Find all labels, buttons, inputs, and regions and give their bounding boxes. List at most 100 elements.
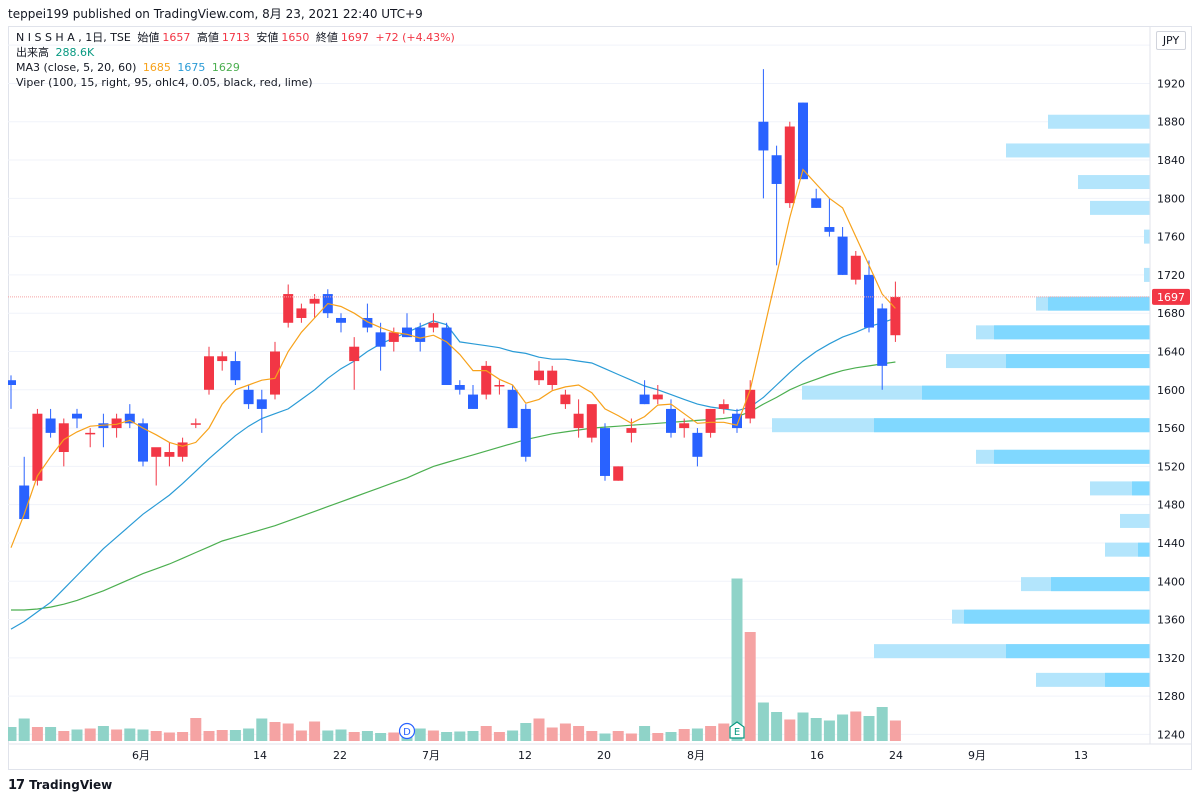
candle-body [877,308,888,366]
volume-bar [744,632,756,741]
ma60-line [11,361,896,611]
volume-bar [493,732,505,741]
tradingview-logo-icon: 17 [8,777,25,793]
candle-body [573,413,584,429]
volume-bar [559,723,571,741]
volume-profile-bar [1078,175,1150,190]
candle [164,442,175,467]
ma5-line [10,168,896,548]
candle-body [481,365,492,395]
volume-bar [216,730,228,741]
ma60-series-line [11,361,896,611]
candle-body [362,317,373,328]
candle-body [19,485,30,520]
candle-body [138,423,148,462]
event-marker: D [398,722,416,740]
price-tick-label: 1720 [1157,269,1185,282]
candle-body [177,442,188,457]
price-tick-label: 1320 [1157,652,1185,665]
price-tick-label: 1920 [1157,77,1185,90]
candle [270,341,280,400]
time-axis: 6月 14 22 7月 12 20 8月 16 24 9月 13 [8,743,1192,762]
viper-label[interactable]: Viper (100, 15, right, 95, ohlc4, 0.05, … [16,76,313,89]
volume-bar [282,723,294,741]
candle [718,399,729,414]
volume-bar [691,728,703,741]
low-label: 安値 [256,31,279,44]
candle [72,408,82,429]
volume-profile-bar [1048,114,1150,129]
candle-body [283,294,294,323]
symbol-title[interactable]: N I S S H A , 1日, TSE [16,31,131,44]
candle [124,404,135,429]
volume-bar [335,729,347,741]
candle-body [217,356,228,362]
candle [507,385,518,429]
volume-profile-bar-value [1138,542,1150,557]
volume-bar [757,702,769,741]
chart-legend: N I S S H A , 1日, TSE 始値 1657 高値 1713 安値 16… [16,30,458,90]
candle [586,404,597,443]
candle [890,281,901,342]
candle-body [811,198,822,208]
volume-value: 288.6K [55,46,95,59]
volume-bar [243,728,255,741]
legend-ma-row: MA3 (close, 5, 20, 60) 1685 1675 1629 [16,60,458,75]
volume-profile-bar-value [1006,644,1150,659]
price-tick-label: 1760 [1157,231,1185,244]
currency-button[interactable]: JPY [1156,31,1186,50]
candle [243,385,254,409]
change-value: +72 (+4.43%) [375,31,455,44]
volume-profile-bar [1144,267,1150,282]
candle [309,294,320,318]
candle-body [428,322,439,328]
ma5-value: 1685 [142,61,171,74]
candle [190,418,201,429]
candle-body [613,466,624,481]
legend-ohlc-row: N I S S H A , 1日, TSE 始値 1657 高値 1713 安値 16… [16,30,458,45]
candle [692,428,703,467]
volume-bar [678,729,690,741]
candle [745,380,756,424]
volume-bar [322,730,334,741]
candle [230,351,241,385]
candle [441,322,452,385]
candle-body [349,346,360,362]
volume-bar [850,711,862,741]
candle [811,188,822,208]
ma20-series-line [10,317,896,630]
open-value: 1657 [162,31,191,44]
candle-body [336,317,346,323]
price-tick-label: 1680 [1157,307,1185,320]
candle-body [758,121,769,151]
candle [138,418,148,467]
event-marker: E [729,721,745,739]
ma-label[interactable]: MA3 (close, 5, 20, 60) [16,61,137,74]
candle-body [124,413,135,424]
volume-profile [772,114,1150,687]
volume-bar [771,712,783,741]
candle [32,408,43,486]
volume-bar [295,730,307,741]
candle [402,313,412,338]
volume-bar [427,730,439,741]
candle [639,380,650,405]
time-tick-label: 13 [1074,749,1088,762]
volume-bar [612,731,624,741]
time-tick-label: 20 [597,749,611,762]
time-tick-label: 16 [810,749,824,762]
candle-body [718,404,729,409]
volume-label[interactable]: 出来高 [16,46,49,59]
candle-body [732,413,742,429]
candle-body [890,296,901,336]
candle [652,385,663,405]
earnings-icon [729,721,745,739]
candle [415,322,426,352]
volume-bar [269,722,281,741]
candle [296,303,307,323]
tradingview-logo[interactable]: 17 TradingView [8,776,112,794]
candle [705,408,716,438]
candle [732,408,742,433]
